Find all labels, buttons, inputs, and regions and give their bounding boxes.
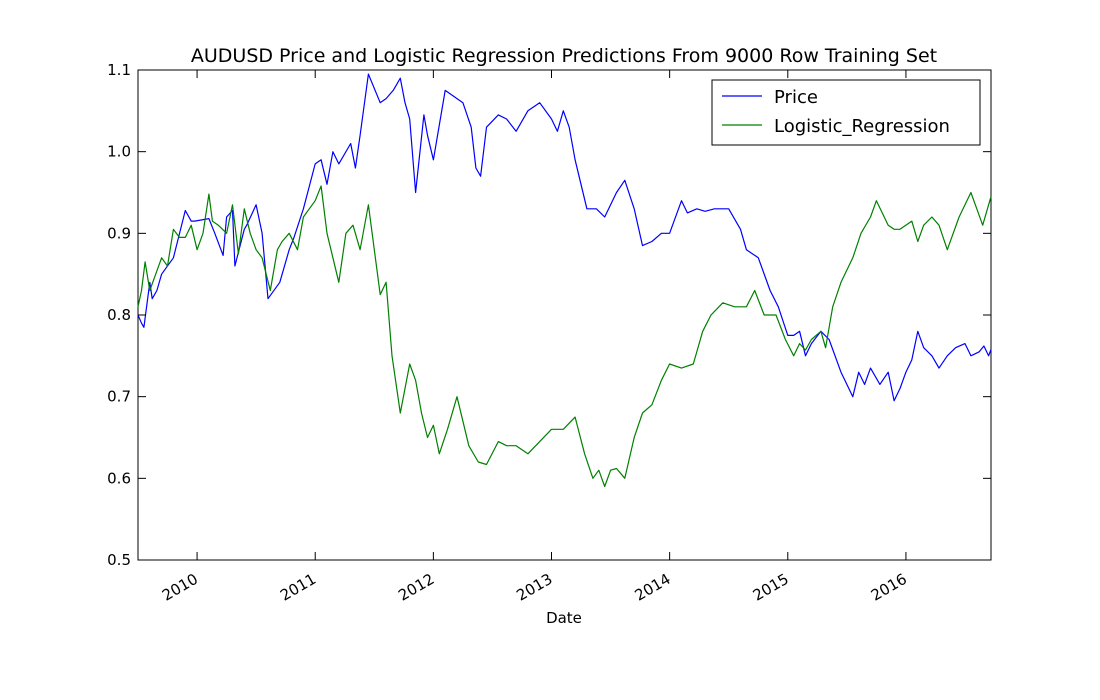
series-line-logistic-regression [137,185,992,488]
plot-area [137,69,992,561]
y-tick-label: 0.7 [107,388,131,406]
series-line-price [137,73,992,402]
x-tick-label: 2015 [750,570,792,605]
legend-label-price: Price [774,87,818,108]
y-tick-label: 1.0 [107,143,131,161]
x-axis-label: Date [546,609,582,627]
chart-title: AUDUSD Price and Logistic Regression Pre… [191,45,937,67]
x-tick-label: 2013 [513,570,555,605]
x-tick-label: 2011 [277,570,319,605]
y-tick-label: 1.1 [107,61,131,79]
x-tick-label: 2014 [632,570,674,605]
series-layer [137,73,992,488]
x-tick-label: 2016 [868,570,910,605]
y-tick-label: 0.8 [107,306,131,324]
y-tick-label: 0.5 [107,551,131,569]
y-tick-label: 0.9 [107,224,131,242]
legend: Price Logistic_Regression [711,79,981,146]
legend-label-logistic-regression: Logistic_Regression [774,116,950,137]
x-tick-label: 2010 [159,570,201,605]
y-tick-label: 0.6 [107,469,131,487]
legend-box [711,79,981,146]
x-tick-label: 2012 [395,570,437,605]
